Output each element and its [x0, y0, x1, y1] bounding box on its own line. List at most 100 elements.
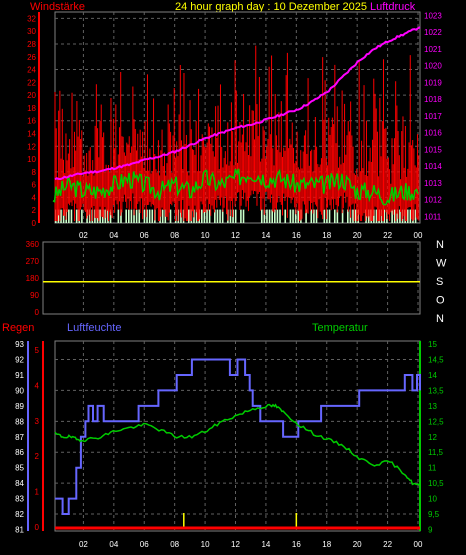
x-tick-label: 20 — [353, 540, 362, 549]
calm-bar — [130, 209, 133, 223]
hour-tick-labels-bottom: 02 04 06 08 10 12 14 16 18 20 22 00 — [79, 540, 423, 549]
humidity-tick: 89 — [15, 402, 24, 411]
calm-bar — [310, 209, 313, 223]
x-tick-label: 02 — [79, 540, 88, 549]
humidity-tick: 83 — [15, 495, 24, 504]
x-tick-label: 02 — [79, 231, 88, 240]
x-tick-label: 14 — [261, 231, 270, 240]
x-tick-label: 18 — [322, 540, 331, 549]
temperature-tick: 9,5 — [428, 510, 440, 519]
calm-bar — [333, 209, 336, 223]
calm-bar — [347, 209, 349, 223]
wind-tick: 18 — [27, 104, 36, 113]
wind-tick: 10 — [27, 155, 36, 164]
calm-bar — [409, 209, 412, 223]
calm-bar — [341, 209, 344, 223]
calm-bar — [279, 209, 281, 223]
x-tick-label: 12 — [231, 540, 240, 549]
calm-bar — [276, 209, 279, 223]
calm-bar — [352, 209, 354, 223]
compass-tick: W — [436, 258, 447, 270]
hour-tick-labels-top: 02 04 06 08 10 12 14 16 18 20 22 00 — [79, 231, 423, 240]
calm-bar — [68, 209, 70, 223]
calm-bar — [242, 209, 245, 223]
x-tick-label: 06 — [140, 540, 149, 549]
degree-tick: 180 — [26, 274, 40, 283]
calm-bar — [315, 209, 318, 223]
compass-tick: N — [436, 313, 444, 325]
pressure-tick: 1020 — [424, 62, 442, 71]
wind-tick: 6 — [32, 181, 37, 190]
rain-tick: 2 — [35, 452, 40, 461]
wind-tick: 8 — [32, 168, 37, 177]
calm-bar — [120, 209, 122, 223]
wind-tick: 4 — [32, 193, 37, 202]
temperature-tick: 13,5 — [428, 386, 444, 395]
calm-bar — [383, 209, 386, 223]
degree-tick: 0 — [35, 308, 40, 317]
pressure-tick-labels: 1011 1012 1013 1014 1015 1016 1017 1018 1019 1020… — [424, 11, 442, 221]
calm-bar — [260, 209, 263, 223]
calm-bar — [109, 209, 112, 223]
degree-tick: 360 — [26, 240, 40, 249]
temperature-axis-title: Temperatur — [312, 322, 368, 334]
temperature-tick: 14,5 — [428, 356, 444, 365]
calm-bar — [234, 209, 237, 223]
wind-tick: 12 — [27, 142, 36, 151]
temperature-tick: 12,5 — [428, 417, 444, 426]
calm-bar — [391, 209, 393, 223]
calm-bar — [268, 209, 271, 223]
calm-bar — [88, 209, 91, 223]
x-tick-label: 16 — [292, 540, 301, 549]
temperature-tick: 11,5 — [428, 448, 444, 457]
x-tick-label: 16 — [292, 231, 301, 240]
humidity-tick: 91 — [15, 371, 24, 380]
rain-tick-labels: 0 1 2 3 4 5 — [35, 346, 40, 532]
calm-bar — [60, 209, 62, 223]
calm-bar — [195, 209, 198, 223]
calm-bar — [214, 209, 216, 223]
humidity-tick: 81 — [15, 525, 24, 534]
temperature-tick: 11 — [428, 464, 437, 473]
calm-bar — [146, 209, 148, 223]
calm-bar — [305, 209, 307, 223]
pressure-tick: 1022 — [424, 28, 442, 37]
wind-average-line — [52, 168, 419, 206]
calm-bar — [135, 209, 138, 223]
calm-bar — [373, 209, 375, 223]
wind-tick: 16 — [27, 117, 36, 126]
calm-bar — [263, 209, 266, 223]
x-tick-label: 08 — [170, 540, 179, 549]
humidity-tick: 93 — [15, 340, 24, 349]
calm-bar — [75, 209, 78, 223]
wind-tick: 26 — [27, 53, 36, 62]
calm-bar — [117, 209, 120, 223]
pressure-tick: 1017 — [424, 112, 442, 121]
calm-bar — [143, 209, 146, 223]
pressure-tick: 1013 — [424, 179, 442, 188]
temperature-tick: 13 — [428, 402, 437, 411]
rain-tick: 5 — [35, 346, 40, 355]
calm-bar — [313, 209, 315, 223]
calm-bar — [125, 209, 127, 223]
x-tick-label: 14 — [261, 540, 270, 549]
temperature-tick: 9 — [428, 525, 433, 534]
calm-bar — [99, 209, 101, 223]
calm-bar — [328, 209, 331, 223]
wind-tick: 2 — [32, 206, 37, 215]
degree-tick: 90 — [30, 291, 39, 300]
calm-bar — [133, 209, 135, 223]
x-tick-label: 08 — [170, 231, 179, 240]
compass-tick: N — [436, 239, 444, 251]
calm-bar — [81, 209, 83, 223]
x-tick-label: 00 — [414, 231, 423, 240]
calm-bar — [57, 209, 60, 223]
rain-tick: 0 — [35, 523, 40, 532]
pressure-tick: 1015 — [424, 145, 442, 154]
wind-tick: 28 — [27, 40, 36, 49]
calm-bar — [208, 209, 211, 223]
rain-tick: 4 — [35, 381, 40, 390]
calm-bar — [294, 209, 297, 223]
calm-bar — [169, 209, 172, 223]
